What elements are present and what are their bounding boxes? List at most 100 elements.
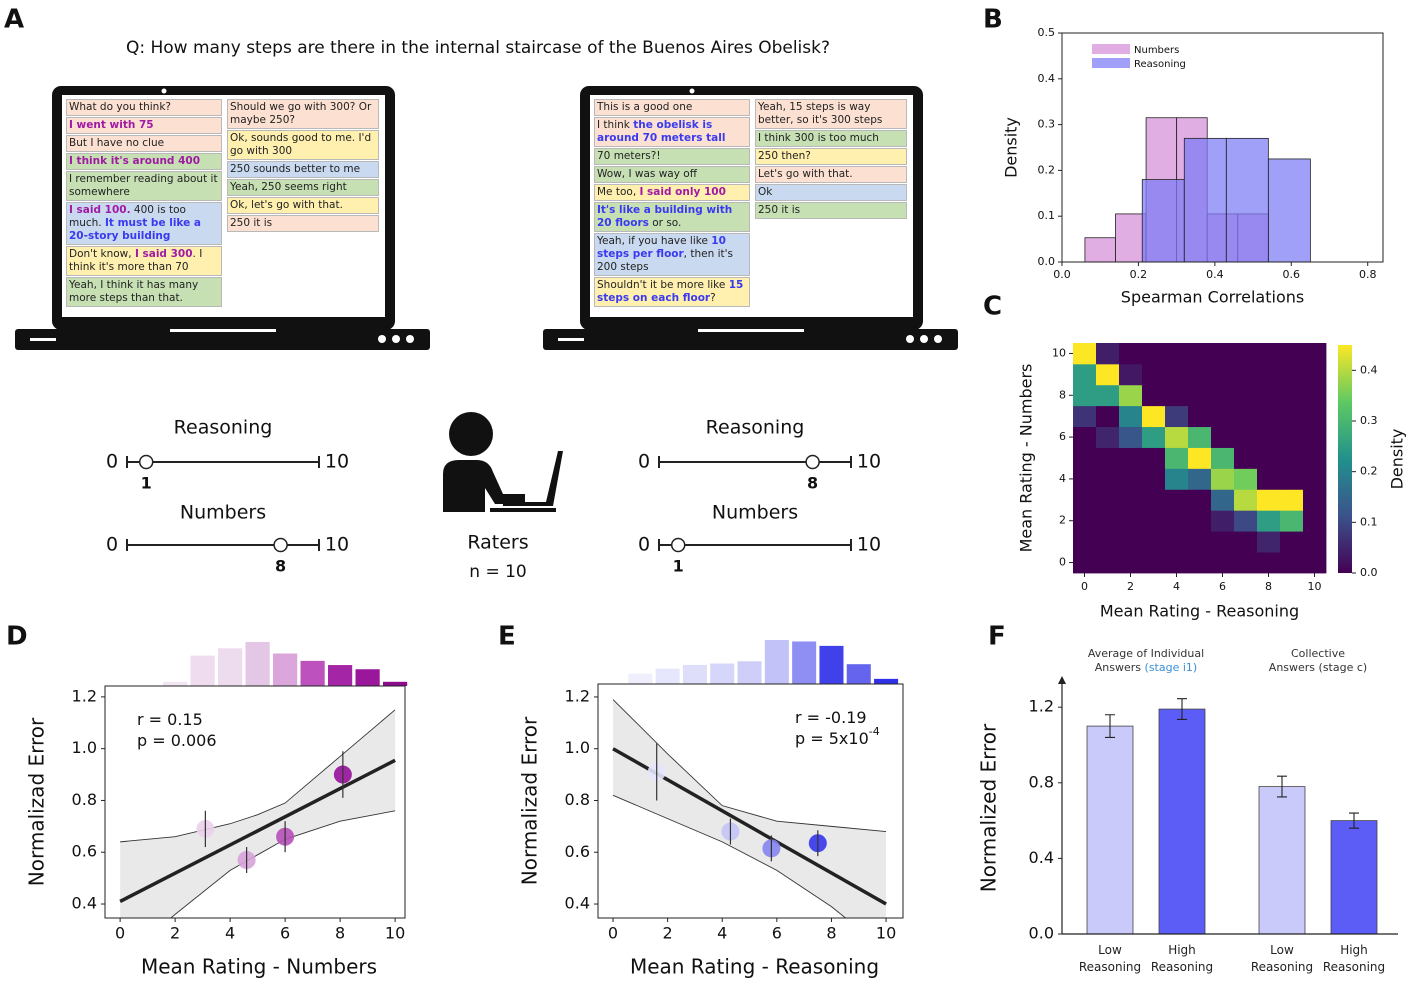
- x-tick-label: 0.8: [1359, 268, 1377, 281]
- y-tick-label: 1.0: [565, 738, 590, 757]
- panel-label: C: [983, 292, 1002, 322]
- heatmap-cell: [1211, 531, 1235, 553]
- x-tick-label: 0.0: [1053, 268, 1071, 281]
- heatmap-cell: [1234, 426, 1258, 448]
- heatmap-cell: [1280, 343, 1304, 365]
- rating-hist-bar: [628, 673, 653, 684]
- heatmap-cell: [1119, 489, 1143, 511]
- heatmap-cell: [1142, 426, 1166, 448]
- y-tick-label: 1.2: [1029, 697, 1054, 716]
- y-tick-label: 4: [1059, 472, 1066, 485]
- heatmap-cell: [1211, 552, 1235, 574]
- heatmap-cell: [1119, 384, 1143, 407]
- x-tick-label: 0.2: [1130, 268, 1148, 281]
- laptop-light: [934, 335, 942, 343]
- slider-label: Reasoning: [706, 417, 805, 439]
- laptop-display: [62, 95, 385, 317]
- slider-max: 10: [857, 451, 881, 473]
- question: Q: How many steps are there in the inter…: [126, 38, 830, 58]
- heatmap-cell: [1165, 343, 1189, 365]
- heatmap-cell: [1119, 468, 1143, 490]
- heatmap-cell: [1188, 489, 1212, 511]
- x-tick-label: 2: [1127, 580, 1134, 593]
- laptop-light: [906, 335, 914, 343]
- slider-max: 10: [325, 534, 349, 556]
- heatmap-cell: [1096, 531, 1120, 553]
- slider-label: Numbers: [712, 502, 798, 524]
- heatmap-cell: [1142, 510, 1166, 532]
- slider-label: Reasoning: [174, 417, 273, 439]
- x-tick-label: 10: [385, 924, 405, 943]
- rater-body: [443, 460, 525, 512]
- x-tick-label: 0: [115, 924, 125, 943]
- y-axis-arrow: [1058, 676, 1066, 684]
- heatmap-cell: [1211, 405, 1235, 428]
- heatmap-cell: [1303, 510, 1327, 532]
- heatmap-cell: [1142, 343, 1166, 365]
- heatmap-cell: [1096, 489, 1120, 511]
- panel-label: D: [6, 622, 28, 652]
- heatmap-cell: [1303, 405, 1327, 428]
- y-tick-label: 0.4: [1038, 72, 1056, 85]
- colorbar-tick-label: 0.3: [1360, 414, 1378, 427]
- x-tick-label: 0: [608, 924, 618, 943]
- heatmap-cell: [1142, 489, 1166, 511]
- heatmap-cell: [1165, 552, 1189, 574]
- heatmap-cell: [1211, 426, 1235, 448]
- heatmap-cell: [1280, 426, 1304, 448]
- heatmap-cell: [1280, 510, 1304, 532]
- heatmap-cell: [1142, 468, 1166, 490]
- heatmap-cell: [1165, 363, 1189, 386]
- heatmap-cell: [1257, 426, 1281, 448]
- heatmap-cell: [1165, 510, 1189, 532]
- rating-hist-bar: [190, 655, 215, 686]
- laptop-base: [15, 329, 430, 350]
- x-axis-label: Mean Rating - Reasoning: [1100, 602, 1299, 621]
- rating-hist-bar: [163, 681, 188, 686]
- colorbar-tick-label: 0.4: [1360, 363, 1378, 376]
- rating-hist-bar: [300, 660, 325, 686]
- heatmap-cell: [1280, 384, 1304, 407]
- bar: [1330, 820, 1378, 935]
- heatmap-cell: [1234, 447, 1258, 469]
- heatmap-cell: [1119, 552, 1143, 574]
- heatmap-cell: [1165, 468, 1189, 490]
- y-axis-label: Normalizad Error: [518, 716, 542, 885]
- hist-bar: [1141, 179, 1185, 263]
- rating-hist-bar: [245, 642, 270, 686]
- heatmap-cell: [1142, 447, 1166, 469]
- plot-area: [119, 709, 396, 918]
- colorbar-label: Density: [1388, 429, 1407, 490]
- heatmap-cell: [1073, 426, 1097, 448]
- annotation-text: p = 5x10: [795, 729, 869, 748]
- error-bar: [1277, 775, 1287, 798]
- heatmap-cell: [1188, 468, 1212, 490]
- heatmap-cell: [1073, 552, 1097, 574]
- heatmap-cell: [1303, 384, 1327, 407]
- panel-label: F: [988, 622, 1006, 652]
- heatmap-cell: [1234, 405, 1258, 428]
- heatmap-cell: [1280, 363, 1304, 386]
- heatmap-cell: [1257, 510, 1281, 532]
- x-tick-label: 4: [225, 924, 235, 943]
- heatmap-cell: [1280, 447, 1304, 469]
- slider-label: Numbers: [180, 502, 266, 524]
- heatmap-cell: [1280, 468, 1304, 490]
- heatmap-cell: [1211, 489, 1235, 511]
- y-tick-label: 0.0: [1029, 924, 1054, 943]
- colorbar-tick-label: 0.1: [1360, 515, 1378, 528]
- hist-bar: [1225, 137, 1269, 263]
- y-tick-label: 0.4: [565, 894, 590, 913]
- heatmap-cell: [1188, 405, 1212, 428]
- heatmap-cell: [1188, 447, 1212, 469]
- plot-area: [612, 699, 887, 918]
- raters-title: Raters: [467, 532, 528, 554]
- heatmap-cell: [1096, 426, 1120, 448]
- heatmap-cell: [1303, 343, 1327, 365]
- colorbar: [1338, 345, 1352, 573]
- error-bar: [1105, 714, 1115, 738]
- laptop-slot: [558, 338, 584, 341]
- laptop-base: [543, 329, 958, 350]
- heatmap-cell: [1303, 531, 1327, 553]
